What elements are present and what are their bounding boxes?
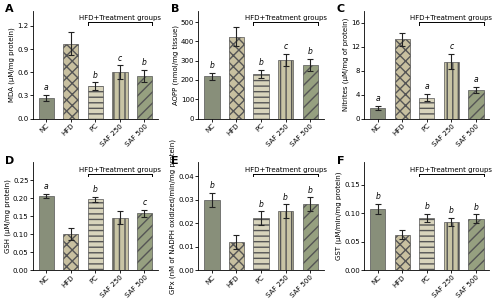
Text: a: a	[44, 83, 48, 92]
Bar	[229, 242, 244, 270]
Text: HFD+Treatment groups: HFD+Treatment groups	[244, 15, 326, 21]
Text: b: b	[283, 193, 288, 201]
Y-axis label: GST (μM/min/mg protein): GST (μM/min/mg protein)	[336, 172, 342, 260]
Text: C: C	[336, 4, 344, 14]
Y-axis label: MDA (μM/mg protein): MDA (μM/mg protein)	[8, 27, 15, 102]
Text: HFD+Treatment groups: HFD+Treatment groups	[79, 15, 161, 21]
Bar	[394, 235, 410, 270]
Text: b: b	[308, 185, 312, 195]
Bar	[444, 62, 459, 118]
Y-axis label: Nitrites (μM/mg of protein): Nitrites (μM/mg of protein)	[342, 18, 349, 111]
Text: D: D	[5, 155, 15, 165]
Text: b: b	[258, 58, 264, 67]
Text: a: a	[376, 94, 380, 103]
Bar	[204, 76, 220, 118]
Text: c: c	[450, 42, 454, 51]
Text: HFD+Treatment groups: HFD+Treatment groups	[410, 167, 492, 173]
Bar	[419, 98, 434, 118]
Y-axis label: GSH (μM/mg protein): GSH (μM/mg protein)	[4, 179, 10, 253]
Text: b: b	[308, 48, 312, 56]
Bar	[88, 86, 103, 118]
Bar	[468, 219, 483, 270]
Text: c: c	[118, 54, 122, 63]
Text: A: A	[5, 4, 14, 14]
Text: HFD+Treatment groups: HFD+Treatment groups	[244, 167, 326, 173]
Bar	[419, 218, 434, 270]
Text: b: b	[210, 61, 214, 70]
Text: b: b	[93, 71, 98, 80]
Bar	[302, 65, 318, 118]
Y-axis label: GPx (nM of NADPH oxidized/min/mg protein): GPx (nM of NADPH oxidized/min/mg protein…	[170, 138, 176, 294]
Text: b: b	[474, 203, 478, 211]
Text: F: F	[336, 155, 344, 165]
Text: b: b	[210, 181, 214, 190]
Bar	[88, 199, 103, 270]
Bar	[278, 60, 293, 118]
Bar	[278, 211, 293, 270]
Text: b: b	[424, 202, 429, 211]
Text: b: b	[375, 192, 380, 201]
Bar	[137, 213, 152, 270]
Text: HFD+Treatment groups: HFD+Treatment groups	[79, 167, 161, 173]
Bar	[38, 98, 54, 118]
Bar	[444, 222, 459, 270]
Text: B: B	[171, 4, 179, 14]
Bar	[254, 74, 268, 118]
Bar	[302, 204, 318, 270]
Text: E: E	[171, 155, 178, 165]
Text: a: a	[44, 182, 48, 191]
Text: c: c	[284, 42, 288, 51]
Bar	[112, 218, 128, 270]
Bar	[137, 76, 152, 118]
Bar	[112, 72, 128, 118]
Bar	[370, 108, 386, 118]
Bar	[370, 209, 386, 270]
Text: c: c	[142, 198, 146, 207]
Bar	[229, 37, 244, 118]
Bar	[38, 196, 54, 270]
Bar	[394, 39, 410, 118]
Bar	[63, 44, 78, 118]
Text: b: b	[258, 200, 264, 209]
Text: b: b	[142, 58, 147, 67]
Text: b: b	[93, 185, 98, 194]
Bar	[204, 200, 220, 270]
Text: b: b	[449, 206, 454, 215]
Bar	[63, 234, 78, 270]
Bar	[254, 218, 268, 270]
Text: a: a	[424, 82, 429, 91]
Y-axis label: AOPP (nmol/mg tissue): AOPP (nmol/mg tissue)	[172, 25, 178, 105]
Text: a: a	[474, 75, 478, 84]
Text: HFD+Treatment groups: HFD+Treatment groups	[410, 15, 492, 21]
Bar	[468, 90, 483, 118]
